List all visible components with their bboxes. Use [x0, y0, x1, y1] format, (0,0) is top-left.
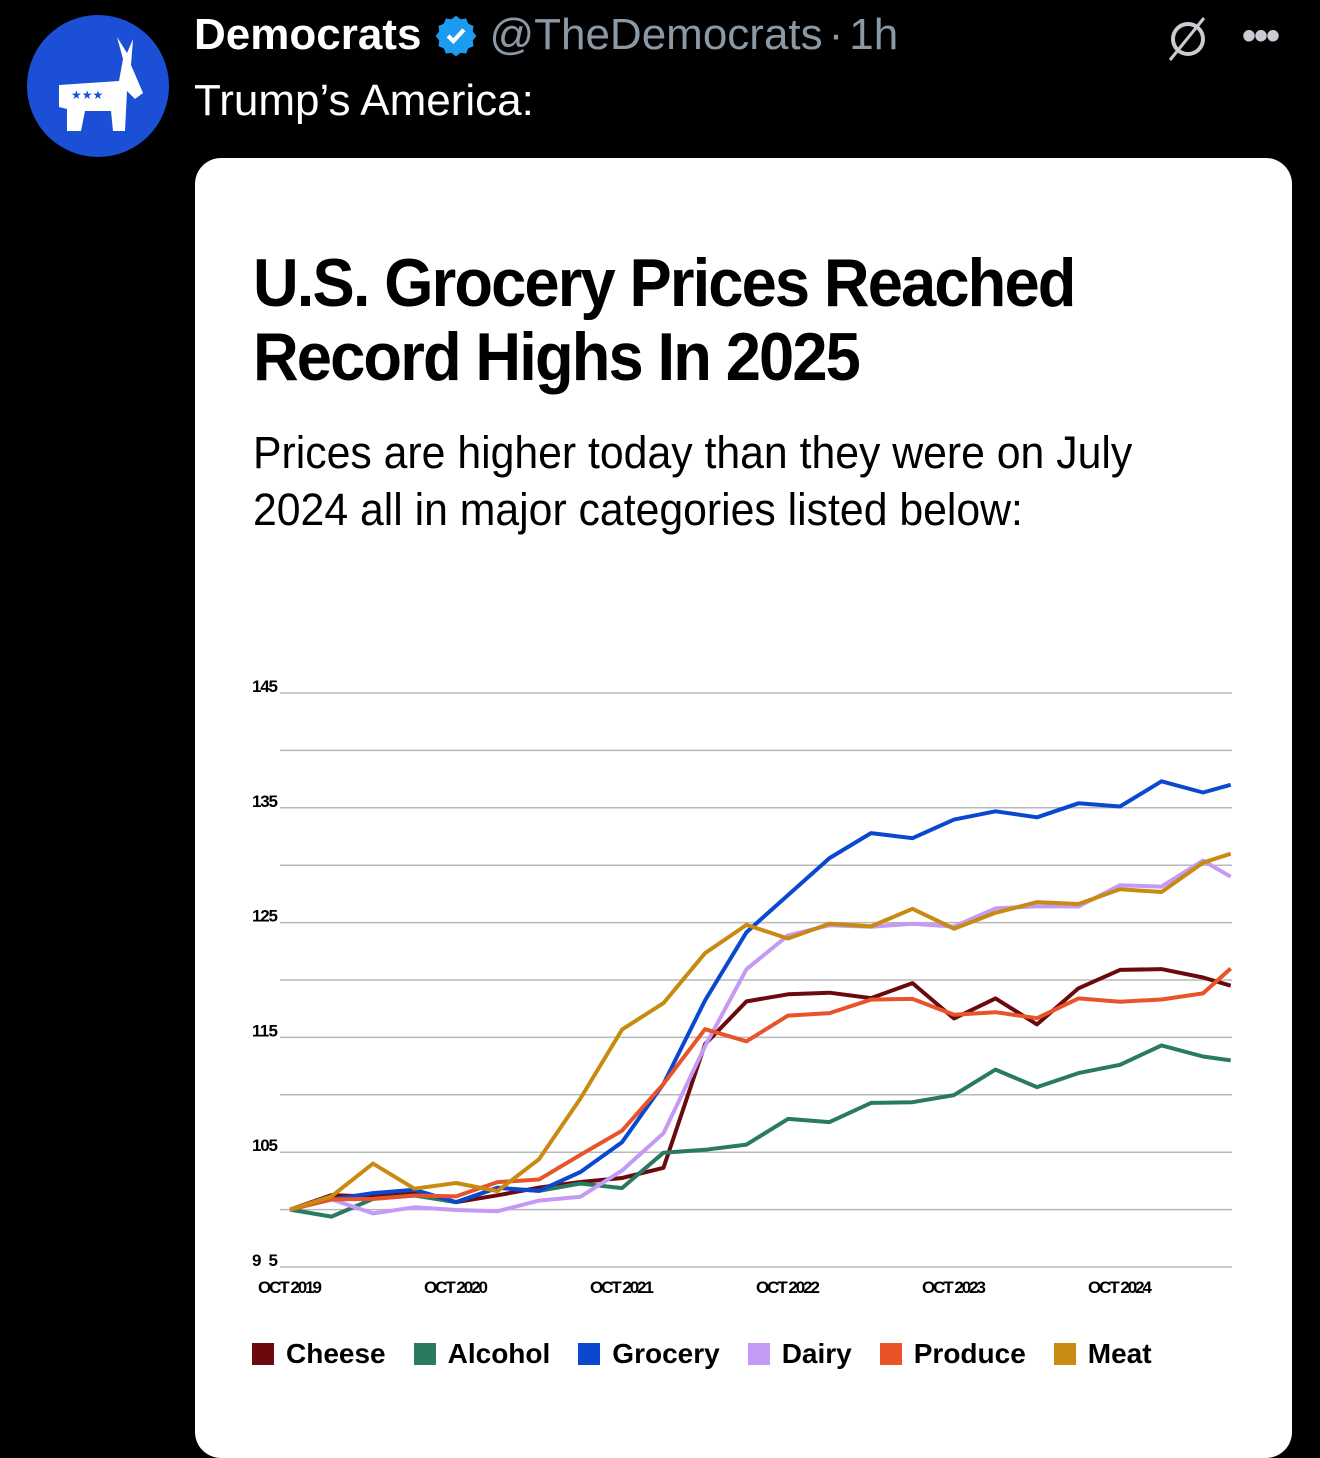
- legend-swatch: [578, 1343, 601, 1365]
- avatar[interactable]: ★★★: [27, 15, 169, 157]
- legend-label: Alcohol: [447, 1338, 551, 1369]
- y-tick-label: 145: [252, 677, 278, 696]
- x-tick-label: OCT 2021: [590, 1278, 654, 1297]
- series-line-alcohol: [289, 1043, 1231, 1219]
- tweet-header: Democrats @TheDemocrats · 1h: [194, 10, 898, 60]
- y-tick-label: 125: [252, 907, 278, 926]
- democrat-donkey-icon: ★★★: [59, 37, 143, 131]
- timestamp[interactable]: 1h: [849, 10, 899, 59]
- y-tick-label: 135: [252, 792, 278, 811]
- legend-label: Meat: [1087, 1338, 1152, 1369]
- legend-swatch: [1053, 1343, 1076, 1365]
- series-line-produce: [289, 967, 1233, 1212]
- series-line-grocery: [289, 779, 1232, 1212]
- separator: ·: [828, 10, 844, 59]
- legend-swatch: [413, 1343, 436, 1365]
- legend-swatch: [879, 1343, 902, 1365]
- legend-item-alcohol: Alcohol: [413, 1338, 551, 1370]
- legend-label: Produce: [913, 1338, 1026, 1369]
- legend-label: Cheese: [286, 1338, 386, 1369]
- tweet-text: Trump’s America:: [194, 76, 534, 125]
- svg-text:★★★: ★★★: [71, 88, 103, 102]
- legend-item-grocery: Grocery: [578, 1338, 720, 1370]
- legend-swatch: [252, 1343, 274, 1365]
- legend-item-meat: Meat: [1053, 1338, 1152, 1370]
- y-tick-label: 105: [252, 1136, 278, 1155]
- x-tick-label: OCT 2024: [1088, 1278, 1153, 1297]
- x-tick-label: OCT 2023: [922, 1278, 986, 1297]
- chart-title: U.S. Grocery Prices Reached Record Highs…: [253, 245, 1076, 395]
- display-name[interactable]: Democrats: [194, 10, 422, 59]
- grok-icon[interactable]: [1162, 14, 1212, 64]
- handle[interactable]: @TheDemocrats: [489, 10, 823, 59]
- legend-item-cheese: Cheese: [252, 1338, 386, 1370]
- x-tick-label: OCT 2019: [258, 1278, 322, 1297]
- chart-legend: Cheese Alcohol Grocery Dairy Produce Meat: [252, 1338, 1180, 1370]
- series-line-meat: [289, 851, 1232, 1212]
- y-tick-label: 95: [252, 1251, 278, 1270]
- x-tick-label: OCT 2020: [424, 1278, 488, 1297]
- more-icon[interactable]: •••: [1242, 14, 1280, 58]
- line-chart: 145 135 125 115 105 95 OCT 2019 OCT 2020 OCT 202…: [252, 677, 1233, 1297]
- legend-item-produce: Produce: [879, 1338, 1026, 1370]
- x-tick-label: OCT 2022: [756, 1278, 820, 1297]
- verified-badge-icon: [436, 15, 477, 56]
- legend-item-dairy: Dairy: [747, 1338, 852, 1370]
- legend-label: Dairy: [781, 1338, 852, 1369]
- chart-subtitle: Prices are higher today than they were o…: [253, 427, 1133, 535]
- legend-swatch: [747, 1343, 770, 1365]
- series-line-cheese: [289, 967, 1232, 1212]
- y-tick-label: 115: [252, 1021, 278, 1040]
- legend-label: Grocery: [612, 1338, 720, 1369]
